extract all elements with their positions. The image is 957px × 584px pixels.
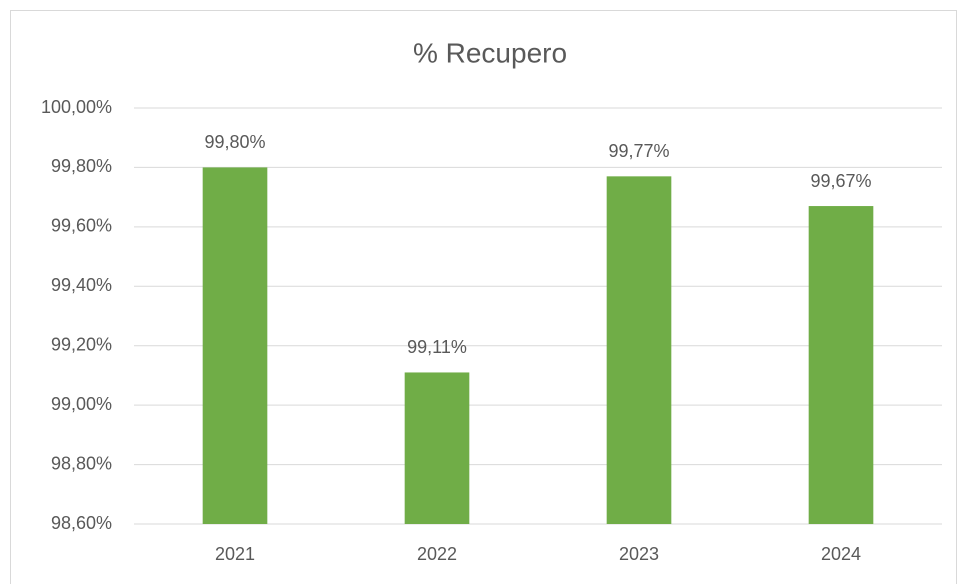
y-tick-label: 99,00% — [51, 394, 112, 414]
bar — [808, 206, 874, 525]
bar — [606, 176, 672, 525]
bar — [404, 372, 470, 524]
x-tick-label: 2023 — [619, 544, 659, 564]
bar — [202, 167, 268, 524]
y-tick-label: 100,00% — [41, 97, 112, 117]
chart-title: % Recupero — [413, 37, 567, 68]
data-label: 99,67% — [810, 171, 871, 191]
x-tick-label: 2022 — [417, 544, 457, 564]
y-tick-label: 99,80% — [51, 156, 112, 176]
data-label: 99,80% — [204, 132, 265, 152]
data-label: 99,77% — [608, 141, 669, 161]
y-tick-label: 99,20% — [51, 334, 112, 354]
data-label: 99,11% — [407, 337, 467, 357]
y-tick-label: 98,80% — [51, 453, 112, 473]
x-tick-label: 2021 — [215, 544, 255, 564]
y-tick-label: 98,60% — [51, 513, 112, 533]
x-tick-label: 2024 — [821, 544, 861, 564]
chart-border — [10, 10, 957, 584]
y-tick-label: 99,60% — [51, 216, 112, 236]
y-tick-label: 99,40% — [51, 275, 112, 295]
